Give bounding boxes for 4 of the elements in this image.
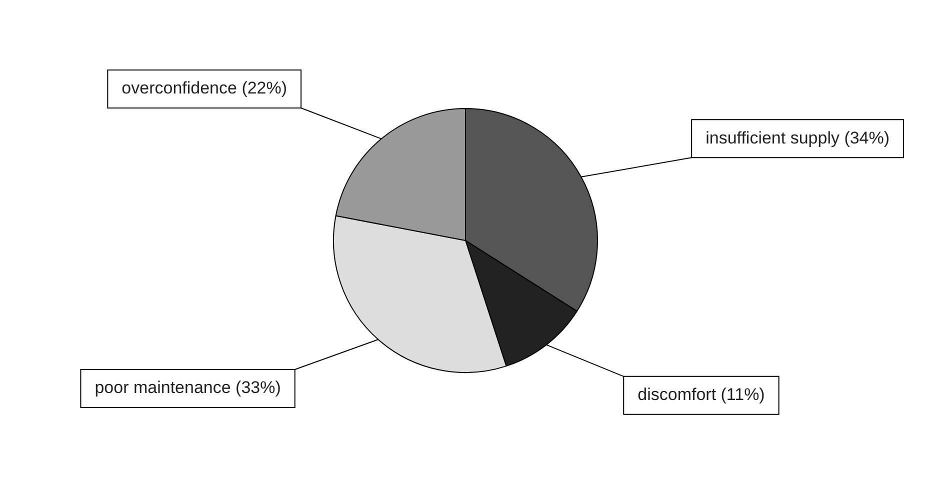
slice-label: insufficient supply (34%) [706,128,890,148]
slice-label: discomfort (11%) [638,385,765,404]
slice-label: poor maintenance (33%) [94,378,281,398]
slice-label: overconfidence (22%) [122,78,288,98]
